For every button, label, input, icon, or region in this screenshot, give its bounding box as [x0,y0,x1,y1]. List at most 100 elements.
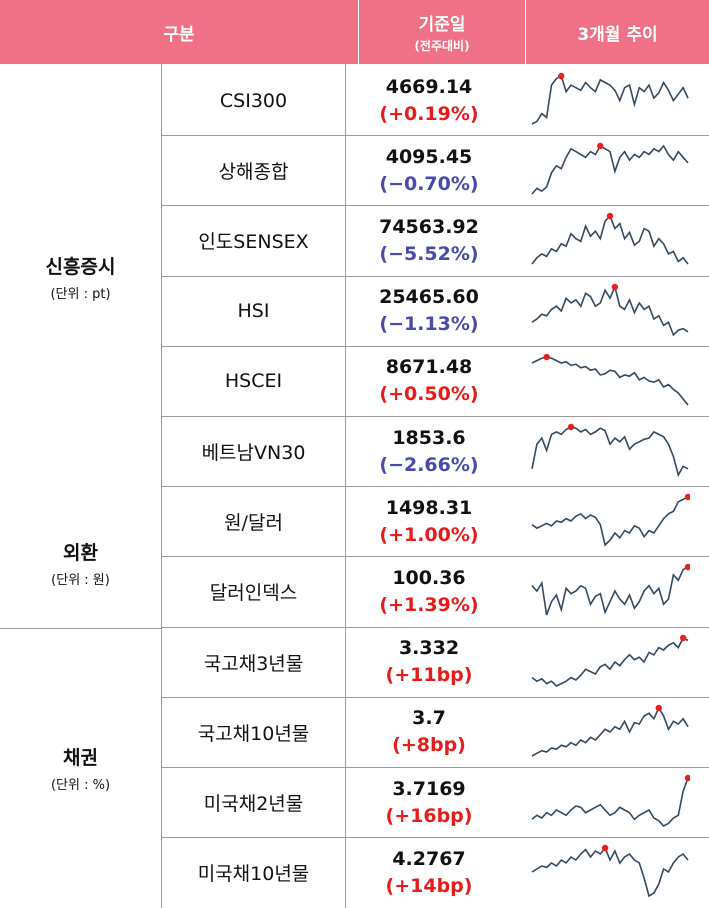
current-value: 1853.6 [392,426,466,449]
indicator-name: 상해종합 [218,161,289,184]
table-row: HSCEI 8671.48 (+0.50%) [162,347,709,416]
table-row: 원/달러 1498.31 (+1.00%) [162,487,709,556]
trend-line [531,426,689,478]
current-value: 25465.60 [379,286,479,309]
trend-sparkline [531,564,690,616]
value-cell: 25465.60 (−1.13%) [346,277,512,346]
indicator-name: CSI300 [219,89,288,112]
trend-peak-marker [606,213,614,220]
value-cell: 4669.14 (+0.19%) [346,66,512,135]
indicator-name: 인도SENSEX [198,231,309,254]
trend-line [531,144,689,195]
table-row: HSI 25465.60 (−1.13%) [162,277,709,346]
value-cell: 4.2767 (+14bp) [346,838,512,907]
table-row: CSI300 4669.14 (+0.19%) [162,66,709,135]
trend-sparkline [531,844,689,898]
trend-sparkline [531,353,689,406]
table-row: 미국채2년물 3.7169 (+16bp) [162,768,709,837]
category-unit: (단위 : pt) [50,287,111,302]
trend-peak-marker [684,774,690,782]
column-divider [161,64,162,908]
header-value-sublabel: (전주대비) [414,39,470,53]
row-divider [162,556,709,558]
indicator-name: 국고채3년물 [203,652,304,675]
current-value: 100.36 [392,566,466,589]
trend-peak-marker [601,844,609,852]
trend-line [531,284,689,337]
header-category: 구분 [0,0,358,64]
trend-peak-marker [684,564,690,571]
trend-peak-marker [655,704,662,711]
trend-line [531,214,689,265]
trend-peak-marker [611,283,619,290]
category-emerging-stocks: 신흥증시 (단위 : pt) [0,252,161,302]
trend-line [531,566,689,616]
value-cell: 74563.92 (−5.52%) [346,206,512,275]
category-divider [0,628,161,629]
row-divider [162,416,709,417]
current-value: 1498.31 [385,496,473,519]
weekly-change: (+0.50%) [379,383,479,406]
indicator-name: 미국채10년물 [197,863,310,886]
header-trend-label: 3개월 추이 [577,24,658,45]
value-cell: 3.7169 (+16bp) [346,768,512,837]
row-divider [162,275,709,277]
trend-line [531,706,689,757]
value-cell: 1853.6 (−2.66%) [346,417,512,486]
trend-peak-marker [558,72,565,80]
value-cell: 4095.45 (−0.70%) [346,136,512,205]
weekly-change: (−5.52%) [379,242,479,265]
trend-line [531,777,689,828]
header-category-label: 구분 [163,24,195,45]
indicator-name: HSI [237,300,270,323]
value-cell: 8671.48 (+0.50%) [346,347,512,416]
row-divider [162,767,709,768]
current-value: 4669.14 [385,75,473,98]
current-value: 3.332 [398,637,460,660]
weekly-change: (+16bp) [385,804,473,827]
current-value: 74563.92 [379,215,479,238]
trend-sparkline [531,142,689,195]
category-name: 신흥증시 [45,256,116,278]
category-name: 채권 [63,747,98,769]
table-row: 국고채3년물 3.332 (+11bp) [162,628,709,697]
trend-peak-marker [597,142,604,150]
trend-sparkline [531,774,690,828]
category-name: 외환 [63,542,98,564]
row-divider [162,205,709,207]
trend-line [531,496,689,547]
current-value: 4.2767 [392,847,466,870]
weekly-change: (+11bp) [385,664,473,687]
weekly-change: (−0.70%) [379,172,479,195]
row-divider [162,837,709,839]
weekly-change: (+1.00%) [379,523,479,546]
trend-peak-marker [684,493,690,501]
row-divider [162,345,709,347]
current-value: 3.7 [412,707,446,730]
header-value-label: 기준일 [418,15,466,35]
trend-sparkline [531,283,689,337]
header-value: 기준일 (전주대비) [359,0,525,64]
header-trend: 3개월 추이 [526,0,709,64]
table-row: 인도SENSEX 74563.92 (−5.52%) [162,206,709,275]
trend-line [531,355,689,406]
trend-line [531,636,689,687]
indicator-name: 국고채10년물 [197,722,310,745]
trend-sparkline [531,704,689,757]
category-fx: 외환 (단위 : 원) [0,538,161,588]
trend-sparkline [531,213,689,265]
indicator-name: 베트남VN30 [201,442,306,464]
value-cell: 100.36 (+1.39%) [346,557,512,626]
current-value: 8671.48 [385,356,473,379]
table-row: 국고채10년물 3.7 (+8bp) [162,698,709,767]
category-unit: (단위 : 원) [51,573,110,588]
trend-line [531,846,689,898]
table-row: 베트남VN30 1853.6 (−2.66%) [162,417,709,486]
row-divider [162,696,709,698]
trend-sparkline [531,493,690,547]
value-cell: 1498.31 (+1.00%) [346,487,512,556]
indicator-name: HSCEI [224,370,283,393]
indicator-name: 원/달러 [224,512,283,535]
row-divider [162,486,709,488]
